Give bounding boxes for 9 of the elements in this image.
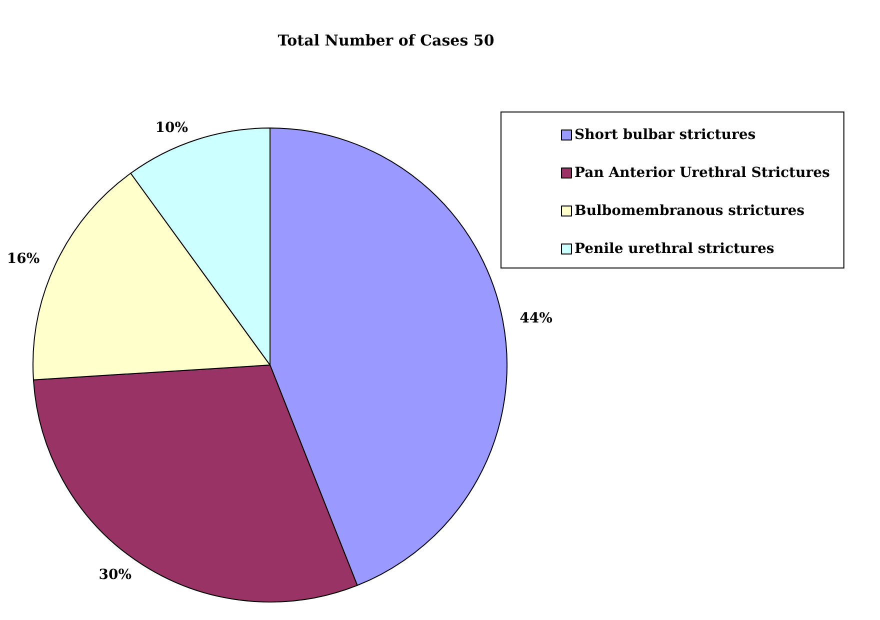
data-label: 30%	[98, 567, 132, 584]
legend-label: Short bulbar strictures	[574, 127, 756, 143]
legend-label: Pan Anterior Urethral Strictures	[574, 165, 830, 181]
data-label: 10%	[155, 120, 188, 136]
legend-label: Penile urethral strictures	[574, 241, 774, 257]
data-label: 44%	[520, 310, 552, 326]
data-label: 16%	[6, 250, 40, 267]
chart-title: Total Number of Cases 50	[278, 32, 494, 50]
legend-label: Bulbomembranous strictures	[574, 203, 805, 219]
